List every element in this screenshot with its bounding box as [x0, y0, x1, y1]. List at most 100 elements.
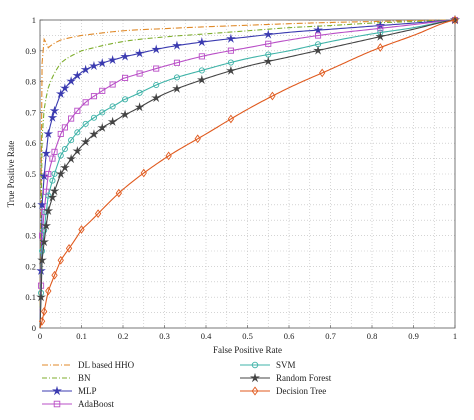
legend-label: Decision Tree [276, 386, 327, 396]
data-point-marker [60, 83, 70, 93]
data-point-marker [78, 225, 85, 234]
data-point-marker [451, 15, 459, 25]
data-point-marker [140, 168, 147, 178]
data-point-marker [90, 114, 97, 121]
x-tick-label: 0.9 [408, 331, 419, 341]
data-point-marker [53, 400, 61, 408]
legend-label: DL based HHO [78, 360, 135, 370]
data-point-marker [251, 361, 259, 369]
y-tick-label: 0.1 [25, 292, 36, 302]
data-point-marker [90, 93, 97, 100]
data-point-marker [45, 192, 52, 199]
legend-item-mlp: MLP [40, 385, 97, 397]
series-line [39, 19, 456, 329]
x-tick-label: 0.8 [367, 331, 378, 341]
series-dl-based-hho [39, 19, 456, 329]
data-point-marker [227, 114, 235, 124]
series-line [39, 19, 456, 329]
data-point-marker [153, 81, 160, 89]
data-point-marker [377, 43, 384, 52]
data-point-marker [197, 74, 207, 85]
data-point-marker [173, 59, 181, 66]
data-point-marker [39, 247, 46, 255]
data-point-marker [80, 136, 91, 146]
data-point-marker [37, 255, 47, 265]
data-point-marker [263, 29, 274, 39]
data-point-marker [47, 112, 58, 122]
data-point-marker [227, 59, 234, 66]
data-point-marker [194, 134, 201, 144]
y-axis-label: True Positive Rate [6, 141, 16, 208]
data-point-marker [172, 83, 182, 93]
data-point-marker [49, 155, 56, 162]
data-point-marker [51, 270, 58, 280]
data-point-marker [47, 192, 58, 202]
y-tick-label: 0.8 [25, 77, 36, 87]
data-point-marker [134, 48, 145, 58]
y-tick-label: 0 [32, 323, 36, 333]
series-decision-tree [38, 15, 459, 329]
data-point-marker [61, 124, 68, 131]
data-point-marker [49, 186, 60, 196]
y-tick-label: 0.9 [25, 46, 36, 56]
y-tick-label: 0.7 [25, 107, 36, 117]
data-point-marker [269, 91, 276, 101]
data-point-marker [61, 145, 68, 153]
data-point-marker [38, 316, 46, 326]
x-tick-label: 0.7 [325, 331, 336, 341]
data-point-marker [57, 130, 64, 138]
data-point-marker [99, 87, 106, 94]
legend: DL based HHO BN MLP AdaBoost SVM Random Fores… [0, 355, 474, 417]
x-axis-label: False Positive Rate [213, 345, 282, 355]
data-point-marker [375, 20, 386, 30]
legend-swatch [42, 377, 72, 379]
legend-label: SVM [276, 360, 296, 370]
data-point-marker [36, 292, 46, 302]
data-point-marker [49, 105, 60, 115]
data-point-marker [377, 25, 384, 32]
data-point-marker [89, 60, 99, 71]
series-line [39, 19, 456, 329]
data-point-marker [107, 54, 118, 65]
legend-label: MLP [78, 386, 97, 396]
legend-item-bn: BN [40, 372, 91, 384]
data-point-marker [134, 102, 145, 112]
data-point-marker [97, 122, 108, 132]
data-point-marker [97, 58, 108, 68]
data-point-marker [375, 31, 386, 41]
y-tick-label: 0.6 [25, 138, 36, 148]
data-point-marker [45, 170, 52, 178]
data-point-marker [226, 65, 236, 75]
series-adaboost [37, 16, 459, 329]
data-point-marker [43, 205, 54, 216]
x-tick-label: 0 [38, 331, 42, 341]
data-point-marker [226, 33, 236, 43]
data-point-marker [315, 32, 322, 39]
data-point-marker [52, 386, 62, 396]
data-point-marker [72, 70, 83, 80]
data-point-marker [74, 129, 81, 136]
data-point-marker [122, 96, 129, 103]
data-point-marker [43, 128, 54, 139]
data-point-marker [122, 74, 129, 81]
data-point-marker [51, 170, 58, 177]
series-line [39, 19, 456, 329]
legend-label: AdaBoost [78, 399, 114, 409]
series-line [39, 19, 456, 329]
data-point-marker [227, 47, 234, 54]
data-point-marker [68, 137, 75, 144]
data-point-marker [319, 68, 326, 78]
y-tick-label: 0.4 [25, 200, 36, 210]
series-mlp [36, 14, 460, 329]
data-point-marker [39, 171, 49, 181]
data-point-marker [153, 65, 160, 72]
data-point-marker [74, 107, 81, 114]
data-point-marker [197, 37, 207, 47]
legend-swatch [42, 364, 72, 366]
legend-item-random-forest: Random Forest [238, 372, 331, 384]
data-point-marker [55, 168, 66, 179]
data-point-marker [151, 92, 162, 103]
data-point-marker [68, 115, 75, 122]
data-point-marker [40, 307, 48, 316]
x-tick-label: 0.2 [118, 331, 129, 341]
